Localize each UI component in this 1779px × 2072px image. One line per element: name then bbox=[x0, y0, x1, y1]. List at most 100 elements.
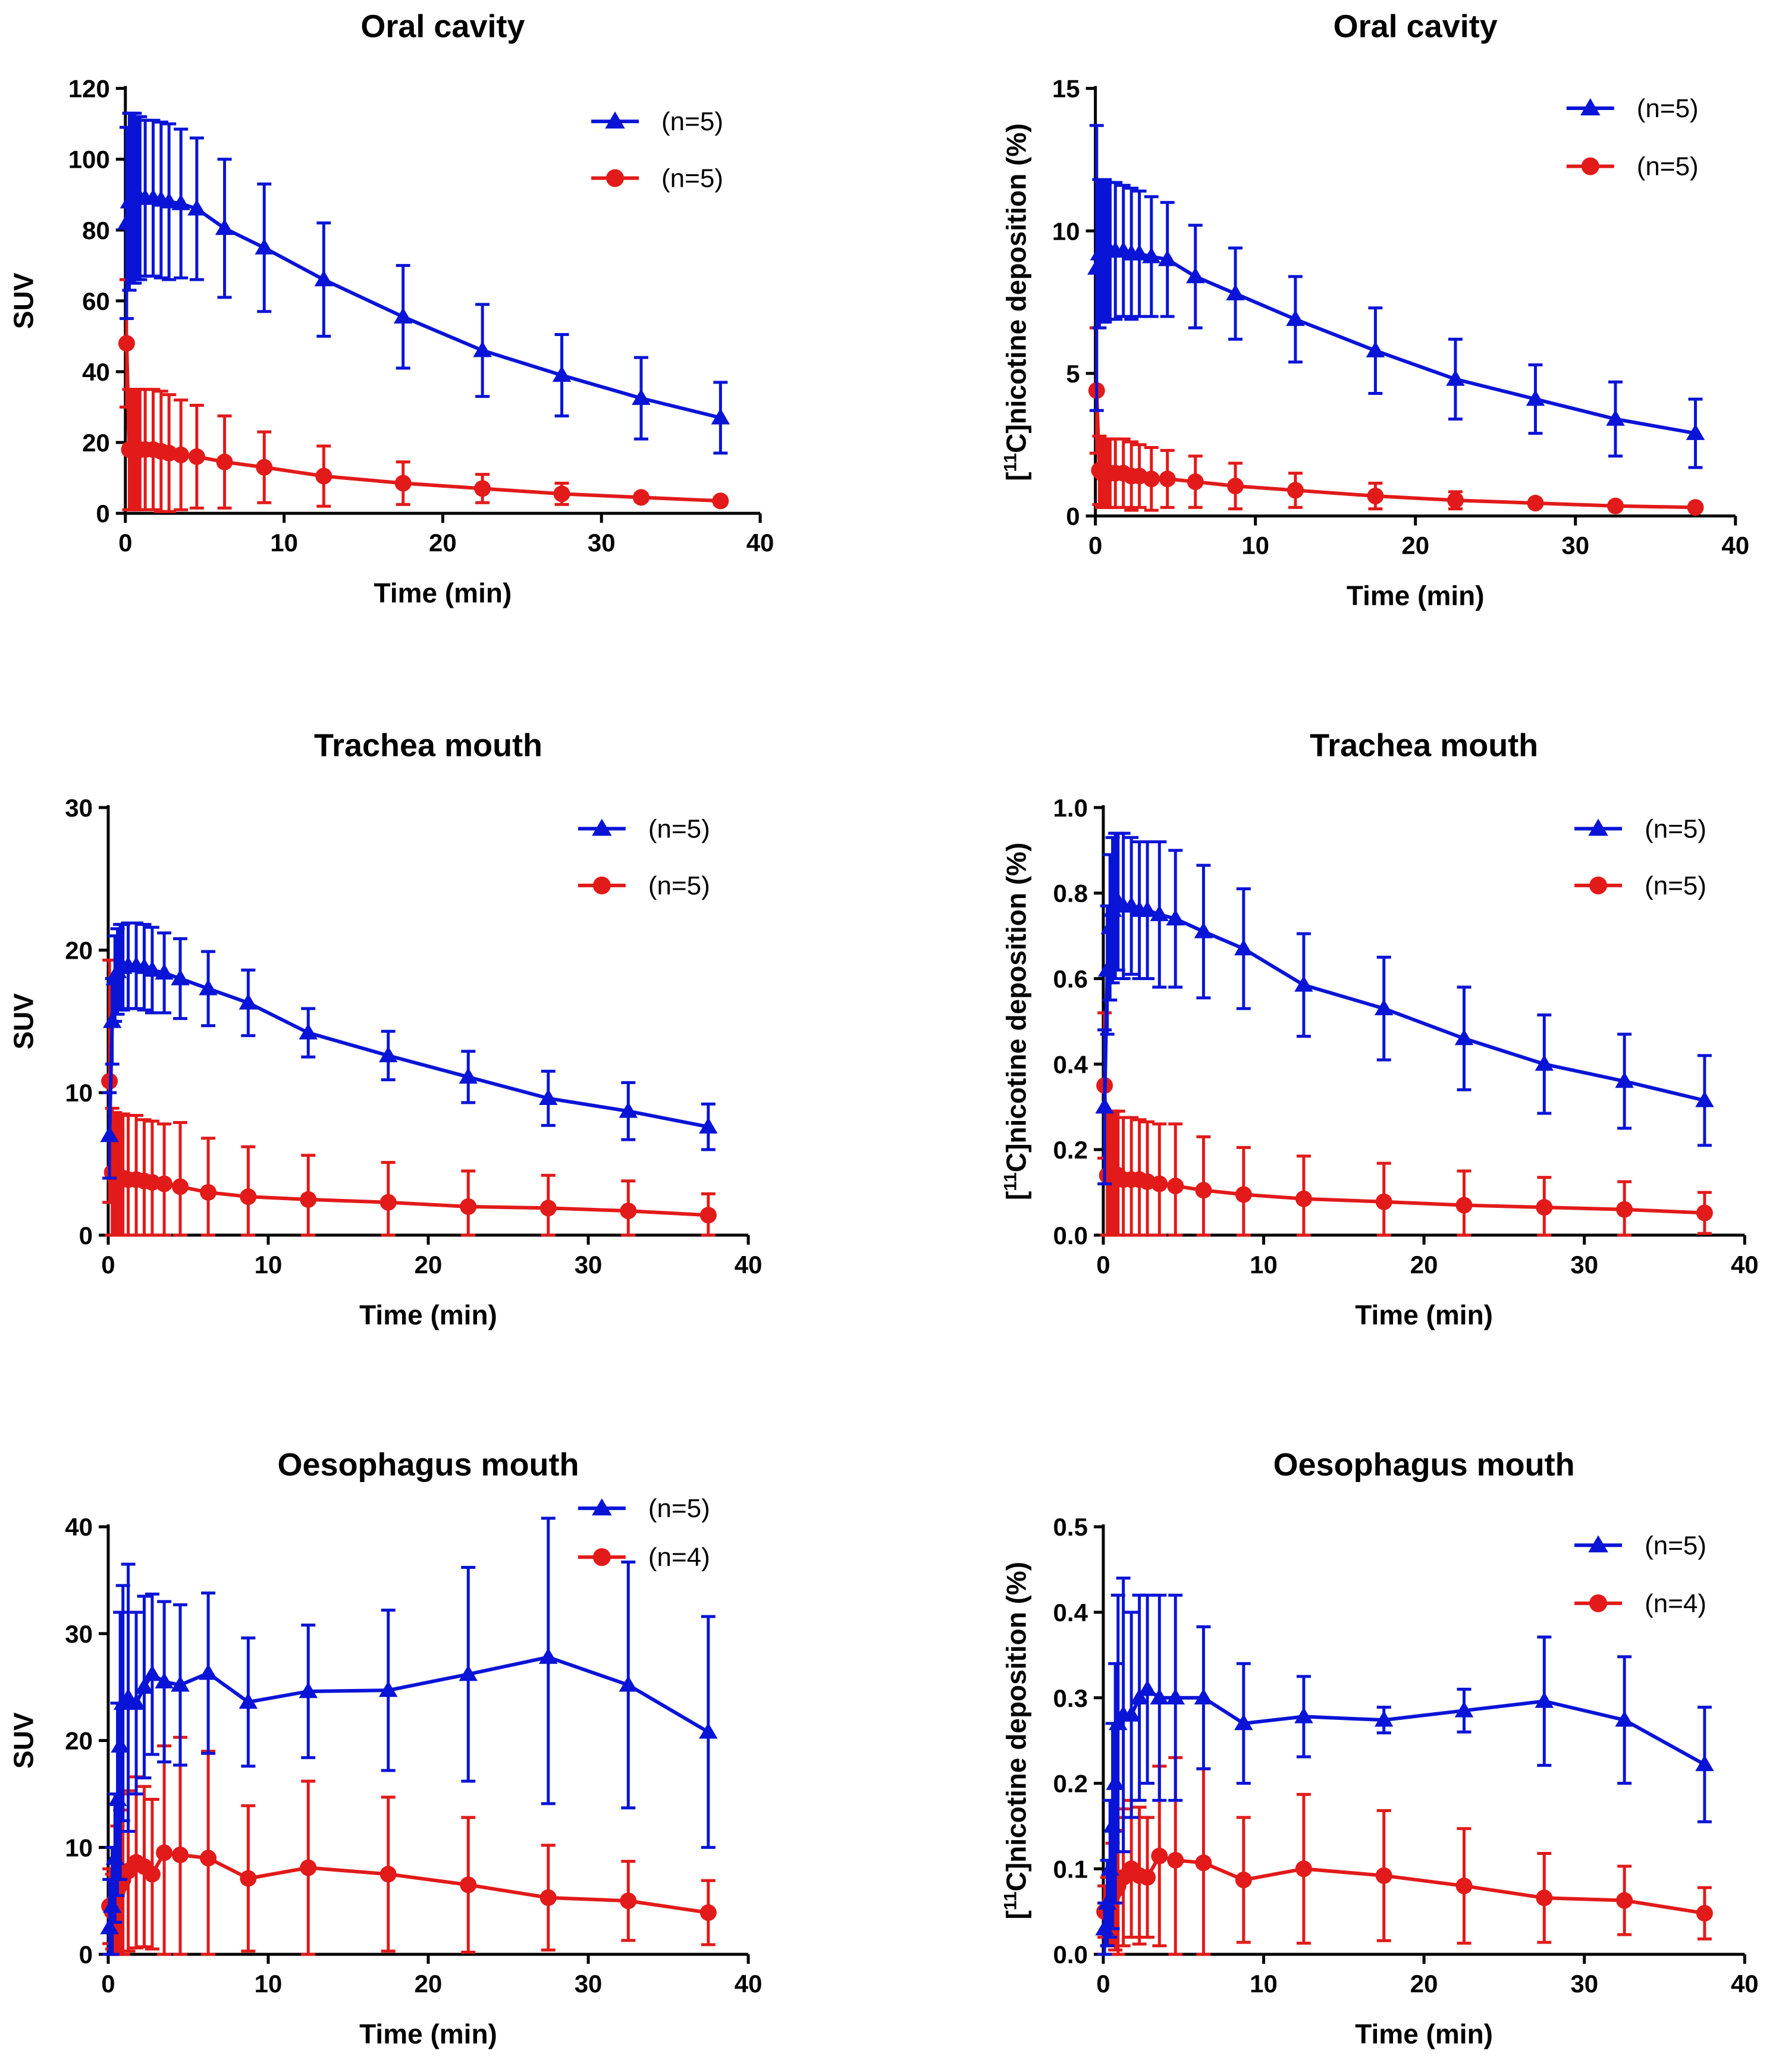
data-point-circle bbox=[553, 485, 570, 503]
data-point-circle bbox=[315, 467, 332, 485]
y-tick-label: 80 bbox=[82, 216, 110, 244]
data-point-triangle bbox=[1138, 1679, 1157, 1696]
legend-marker-circle bbox=[1589, 876, 1608, 894]
x-axis-label: Time (min) bbox=[1355, 1299, 1493, 1330]
data-point-triangle bbox=[1454, 1029, 1474, 1046]
legend-label: (n=5) bbox=[648, 871, 710, 900]
data-point-triangle bbox=[552, 366, 572, 382]
data-point-triangle bbox=[100, 1126, 119, 1142]
data-point-triangle bbox=[108, 1790, 127, 1806]
data-point-circle bbox=[1151, 1847, 1168, 1864]
data-point-triangle bbox=[1150, 1688, 1169, 1705]
x-tick-label: 40 bbox=[735, 1970, 763, 1998]
data-point-circle bbox=[172, 1178, 189, 1195]
legend-item: (n=5) bbox=[1574, 871, 1706, 900]
data-point-circle bbox=[1375, 1867, 1392, 1884]
data-point-triangle bbox=[102, 1897, 122, 1913]
x-tick-label: 10 bbox=[255, 1970, 283, 1998]
data-point-circle bbox=[172, 446, 190, 463]
x-axis-label: Time (min) bbox=[359, 1299, 497, 1330]
data-point-circle bbox=[1227, 478, 1244, 495]
y-tick-label: 0.8 bbox=[1053, 880, 1088, 908]
data-point-circle bbox=[712, 492, 729, 510]
series-circle bbox=[1088, 326, 1704, 516]
data-point-circle bbox=[1527, 495, 1544, 512]
series-triangle bbox=[1095, 1576, 1714, 1956]
y-axis-label: SUV bbox=[8, 272, 39, 329]
data-point-circle bbox=[1167, 1178, 1184, 1195]
data-point-triangle bbox=[1695, 1091, 1714, 1107]
data-point-triangle bbox=[1606, 409, 1625, 426]
data-point-triangle bbox=[1234, 939, 1253, 956]
data-point-circle bbox=[1143, 470, 1160, 488]
data-point-triangle bbox=[171, 194, 190, 211]
x-axis-label: Time (min) bbox=[1347, 580, 1485, 611]
data-point-circle bbox=[379, 1194, 397, 1211]
data-point-triangle bbox=[699, 1117, 718, 1134]
data-point-circle bbox=[188, 448, 205, 465]
legend-marker-circle bbox=[1581, 157, 1599, 175]
data-point-triangle bbox=[299, 1023, 318, 1040]
y-tick-label: 0.0 bbox=[1053, 1222, 1088, 1250]
data-point-triangle bbox=[619, 1101, 638, 1118]
chart-panel-3: Trachea mouth 0 10 20 30 0 10 20 30 40 Time (min) S… bbox=[8, 728, 763, 1330]
data-point-circle bbox=[539, 1889, 557, 1906]
data-point-triangle bbox=[102, 1012, 122, 1028]
data-point-triangle bbox=[1150, 905, 1169, 921]
data-point-triangle bbox=[379, 1046, 398, 1063]
y-axis-label: [11C]nicotine deposition (%) bbox=[1000, 843, 1031, 1201]
chart-title: Trachea mouth bbox=[314, 728, 542, 764]
data-point-triangle bbox=[100, 1918, 119, 1935]
data-point-circle bbox=[200, 1850, 217, 1867]
x-tick-label: 0 bbox=[1096, 1970, 1110, 1998]
legend-marker-triangle bbox=[1580, 98, 1601, 115]
data-point-circle bbox=[256, 459, 273, 476]
y-tick-label: 0.1 bbox=[1053, 1855, 1088, 1883]
y-tick-label: 0 bbox=[79, 1941, 93, 1969]
y-tick-label: 5 bbox=[1066, 360, 1080, 388]
y-tick-label: 10 bbox=[65, 1079, 93, 1107]
series-triangle bbox=[117, 111, 730, 455]
data-point-triangle bbox=[1097, 960, 1117, 977]
data-point-triangle bbox=[1166, 909, 1185, 926]
legend-marker-triangle bbox=[592, 1498, 612, 1516]
legend-item: (n=5) bbox=[591, 107, 723, 136]
data-point-circle bbox=[394, 475, 412, 492]
data-point-triangle bbox=[159, 192, 178, 209]
data-point-circle bbox=[1375, 1193, 1392, 1210]
data-point-circle bbox=[1616, 1892, 1633, 1909]
data-point-triangle bbox=[239, 1693, 258, 1709]
y-tick-label: 0 bbox=[79, 1222, 93, 1250]
data-point-triangle bbox=[143, 960, 162, 977]
data-point-circle bbox=[699, 1904, 717, 1922]
chart-panel-1: Oral cavity 0 20 40 60 80 100 120 0 10 20 30 40 Time … bbox=[8, 8, 774, 608]
y-tick-label: 100 bbox=[68, 146, 110, 174]
data-point-triangle bbox=[239, 993, 258, 1010]
legend-label: (n=5) bbox=[1637, 94, 1699, 123]
data-point-circle bbox=[1159, 470, 1176, 488]
data-point-triangle bbox=[1129, 244, 1149, 260]
data-point-triangle bbox=[699, 1722, 718, 1739]
data-point-triangle bbox=[1157, 250, 1177, 266]
legend-label: (n=5) bbox=[1645, 814, 1706, 843]
data-point-circle bbox=[1687, 499, 1704, 516]
data-point-triangle bbox=[1374, 1710, 1394, 1727]
y-tick-label: 40 bbox=[82, 358, 110, 386]
data-point-circle bbox=[1139, 1869, 1156, 1886]
data-point-circle bbox=[620, 1892, 637, 1910]
data-point-circle bbox=[300, 1191, 317, 1208]
data-point-triangle bbox=[1194, 922, 1213, 938]
data-point-triangle bbox=[1695, 1755, 1714, 1772]
x-tick-label: 0 bbox=[1088, 532, 1102, 560]
data-point-triangle bbox=[1446, 369, 1465, 386]
legend-label: (n=4) bbox=[648, 1543, 710, 1572]
data-point-triangle bbox=[199, 1663, 218, 1680]
y-tick-label: 0.4 bbox=[1053, 1599, 1088, 1627]
data-point-triangle bbox=[199, 979, 218, 996]
data-point-triangle bbox=[1286, 310, 1305, 327]
data-point-triangle bbox=[1526, 390, 1545, 406]
y-tick-label: 0 bbox=[1066, 503, 1080, 530]
chart-panel-6: Oesophagus mouth 0.0 0.1 0.2 0.3 0.4 0.5 0 10 20 3… bbox=[1000, 1447, 1758, 2049]
data-point-triangle bbox=[1186, 267, 1205, 284]
legend-marker-triangle bbox=[592, 818, 612, 836]
